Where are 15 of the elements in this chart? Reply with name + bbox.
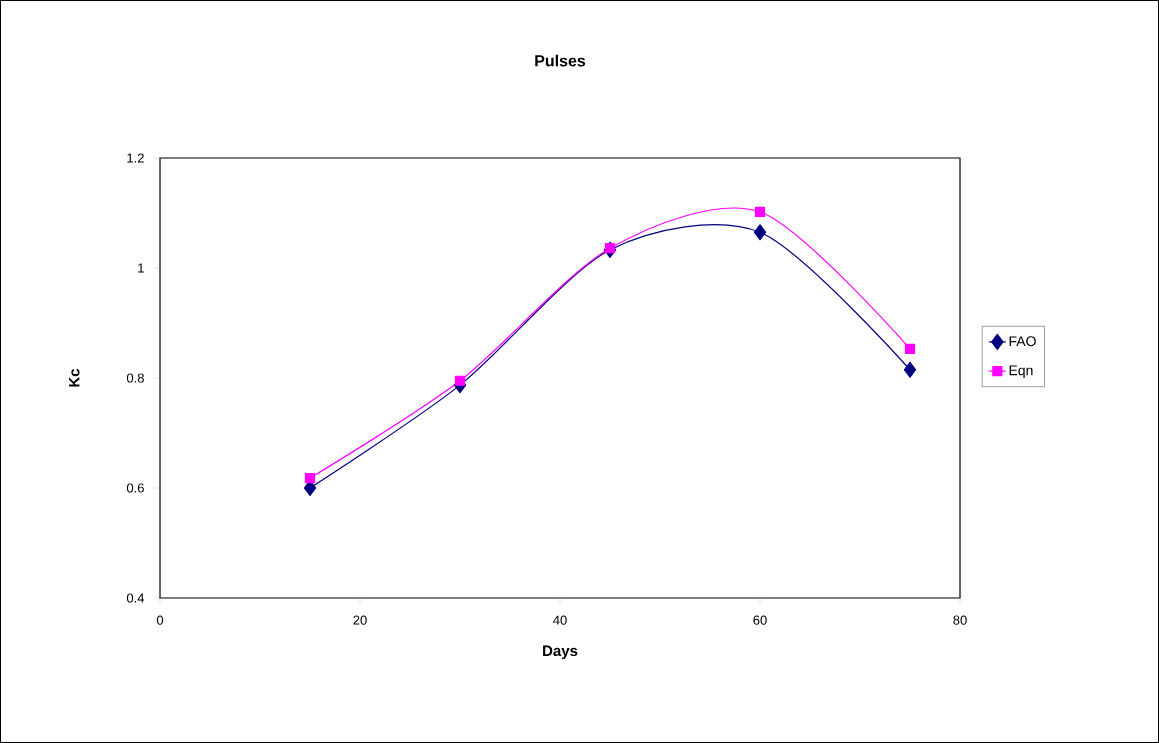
x-tick-label: 80	[953, 615, 967, 625]
y-tick-label: 0.6	[126, 483, 144, 493]
x-tick-label: 0	[156, 615, 164, 625]
legend-label: FAO	[1009, 336, 1036, 347]
y-tick-label: 0.8	[126, 373, 144, 383]
chart-title: Pulses	[535, 54, 586, 67]
y-tick-label: 1.2	[127, 153, 144, 163]
legend-label: Eqn	[1009, 365, 1033, 379]
x-tick-label: 20	[353, 615, 367, 625]
y-tick-label: 0.4	[126, 593, 145, 603]
x-tick-label: 40	[553, 615, 567, 625]
y-tick-label: 1	[138, 263, 144, 273]
x-axis-title: Days	[543, 645, 578, 660]
x-tick-label: 60	[753, 615, 767, 625]
y-axis-title: Kc	[69, 368, 80, 387]
